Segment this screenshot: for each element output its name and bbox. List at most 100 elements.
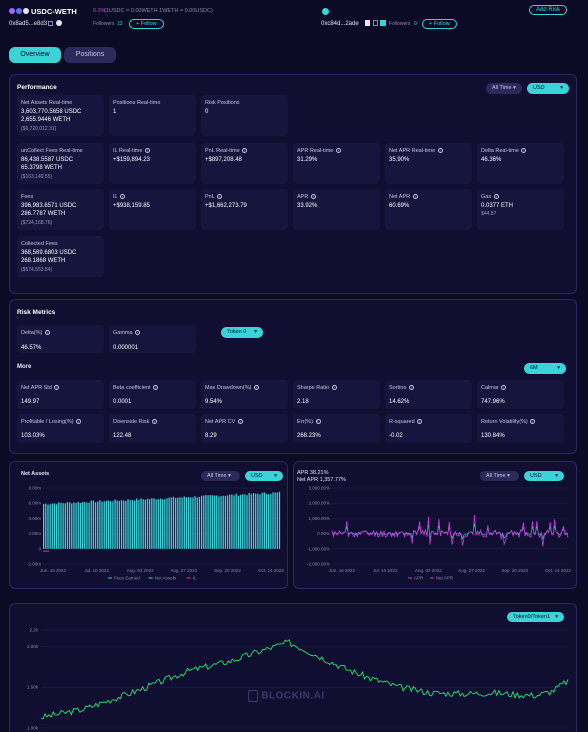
risk-card-value: 9.54%	[205, 398, 223, 405]
follow-button[interactable]: + Follow	[129, 19, 164, 29]
owner-address[interactable]: 0x8ad5...e8d3	[9, 21, 48, 27]
token-select-label: Token 0	[227, 329, 247, 335]
performance-range-select[interactable]: All Time ▾	[486, 83, 522, 94]
risk-card-value: 14.62%	[389, 398, 410, 405]
na-range-label: All Time	[207, 473, 227, 479]
net-assets-bar	[60, 502, 62, 549]
legend-label: APR	[414, 576, 424, 581]
link-icon[interactable]	[380, 20, 386, 26]
info-icon[interactable]: i	[135, 330, 141, 336]
net-assets-bar	[75, 503, 77, 549]
net-assets-bar	[62, 503, 64, 549]
performance-card: Net APR Real-time i 35.90%	[385, 143, 472, 184]
info-icon[interactable]: i	[237, 419, 243, 425]
card-label: IL	[113, 194, 118, 200]
net-assets-bar	[162, 499, 164, 549]
net-assets-bar	[272, 492, 274, 549]
risk-card-label: Net APR Std	[21, 385, 52, 391]
risk-card-value: 103.03%	[21, 432, 45, 439]
info-icon[interactable]: i	[310, 194, 316, 200]
net-assets-currency-select[interactable]: USD ▾	[245, 471, 283, 481]
net-assets-range-select[interactable]: All Time ▾	[201, 471, 240, 481]
tab-positions[interactable]: Positions	[64, 47, 116, 63]
card-value: 46.36%	[481, 156, 502, 163]
net-assets-bar	[153, 498, 155, 549]
net-assets-bar	[278, 491, 281, 549]
info-icon[interactable]: i	[54, 385, 60, 391]
apr-currency-select[interactable]: USD ▾	[524, 471, 564, 481]
copy-icon[interactable]	[48, 21, 53, 26]
info-icon[interactable]: i	[335, 148, 341, 154]
card-value: 0.0377 ETH	[481, 202, 514, 209]
risk-card: Max Drawdown(%) i 9.54%	[201, 380, 288, 409]
net-assets-bar	[73, 502, 75, 549]
performance-card: Net APR i 60.69%	[385, 189, 472, 230]
net-assets-bar	[168, 497, 170, 549]
info-icon[interactable]: i	[242, 148, 248, 154]
performance-card: Gas i 0.0377 ETH $44.87	[477, 189, 564, 230]
follow2-button[interactable]: + Follow	[422, 19, 457, 29]
info-icon[interactable]: i	[151, 419, 157, 425]
y-tick-label: 1.50k	[27, 685, 39, 690]
apr-range-select[interactable]: All Time ▾	[480, 471, 519, 481]
token-pair-select[interactable]: Token0/Token1 ▾	[507, 612, 564, 622]
net-assets-bar	[90, 500, 92, 549]
net-assets-bar	[131, 500, 134, 549]
net-assets-bar	[127, 499, 129, 549]
doc-icon[interactable]	[365, 20, 370, 26]
net-assets-bar	[68, 502, 71, 549]
card-value: 2,655.9446 WETH	[21, 117, 71, 123]
range-label: All Time	[492, 85, 512, 91]
net-assets-bar	[276, 492, 278, 549]
net-assets-bar	[270, 493, 272, 549]
risk-card: Return Volatility(%) i 130.84%	[477, 414, 564, 443]
info-icon[interactable]: i	[217, 194, 223, 200]
card-value: +$159,894.23	[113, 156, 150, 163]
info-icon[interactable]: i	[76, 419, 82, 425]
card-sub: ($163,149.55)	[21, 173, 53, 180]
info-icon[interactable]: i	[417, 419, 423, 425]
owner2-address[interactable]: 0xc84d...2ade	[321, 21, 359, 27]
period-select[interactable]: 6M ▾	[524, 363, 566, 374]
y-tick-label: -1,000.00%	[307, 546, 330, 551]
info-icon[interactable]: i	[437, 148, 443, 154]
net-assets-bar	[92, 500, 95, 549]
net-assets-bar	[94, 502, 97, 549]
net-assets-bar	[88, 502, 90, 549]
usdc-icon	[9, 8, 15, 14]
copy2-icon[interactable]	[373, 20, 378, 26]
info-icon[interactable]: i	[530, 419, 536, 425]
net-assets-bar	[81, 501, 84, 549]
add-risk-button[interactable]: Add Risk	[529, 5, 568, 15]
net-assets-bar	[110, 501, 112, 549]
info-icon[interactable]: i	[521, 148, 527, 154]
info-icon[interactable]: i	[493, 194, 499, 200]
performance-currency-select[interactable]: USD ▾	[527, 83, 569, 94]
info-icon[interactable]: i	[315, 419, 321, 425]
info-icon[interactable]: i	[44, 330, 50, 336]
info-icon[interactable]: i	[331, 385, 337, 391]
tab-overview[interactable]: Overview	[9, 47, 61, 63]
net-assets-bar	[151, 498, 153, 549]
net-assets-bar	[248, 492, 250, 549]
info-icon[interactable]: i	[501, 385, 507, 391]
risk-card-value: 268.23%	[297, 432, 321, 439]
token-select[interactable]: Token 0 ▾	[221, 327, 263, 338]
net-assets-bar	[274, 492, 276, 549]
info-icon[interactable]: i	[412, 194, 418, 200]
info-icon[interactable]: i	[153, 385, 159, 391]
net-assets-bar	[224, 495, 227, 549]
info-icon[interactable]: i	[119, 194, 125, 200]
info-icon[interactable]: i	[254, 385, 259, 391]
info-icon[interactable]: i	[408, 385, 414, 391]
net-assets-bar	[181, 497, 183, 549]
legend-label: Net Assets	[155, 576, 177, 581]
performance-card: IL Real-time i +$159,894.23	[109, 143, 196, 184]
info-icon[interactable]: i	[144, 148, 150, 154]
net-assets-bar	[190, 497, 192, 549]
net-assets-bar	[196, 497, 198, 549]
net-assets-bar	[105, 500, 108, 549]
profile-icon[interactable]	[56, 20, 62, 26]
watermark: BLOCKIN.AI	[248, 690, 325, 702]
rate-text: (1USDC = 0.00WETH 1WETH = 0.00USDC)	[104, 8, 213, 14]
